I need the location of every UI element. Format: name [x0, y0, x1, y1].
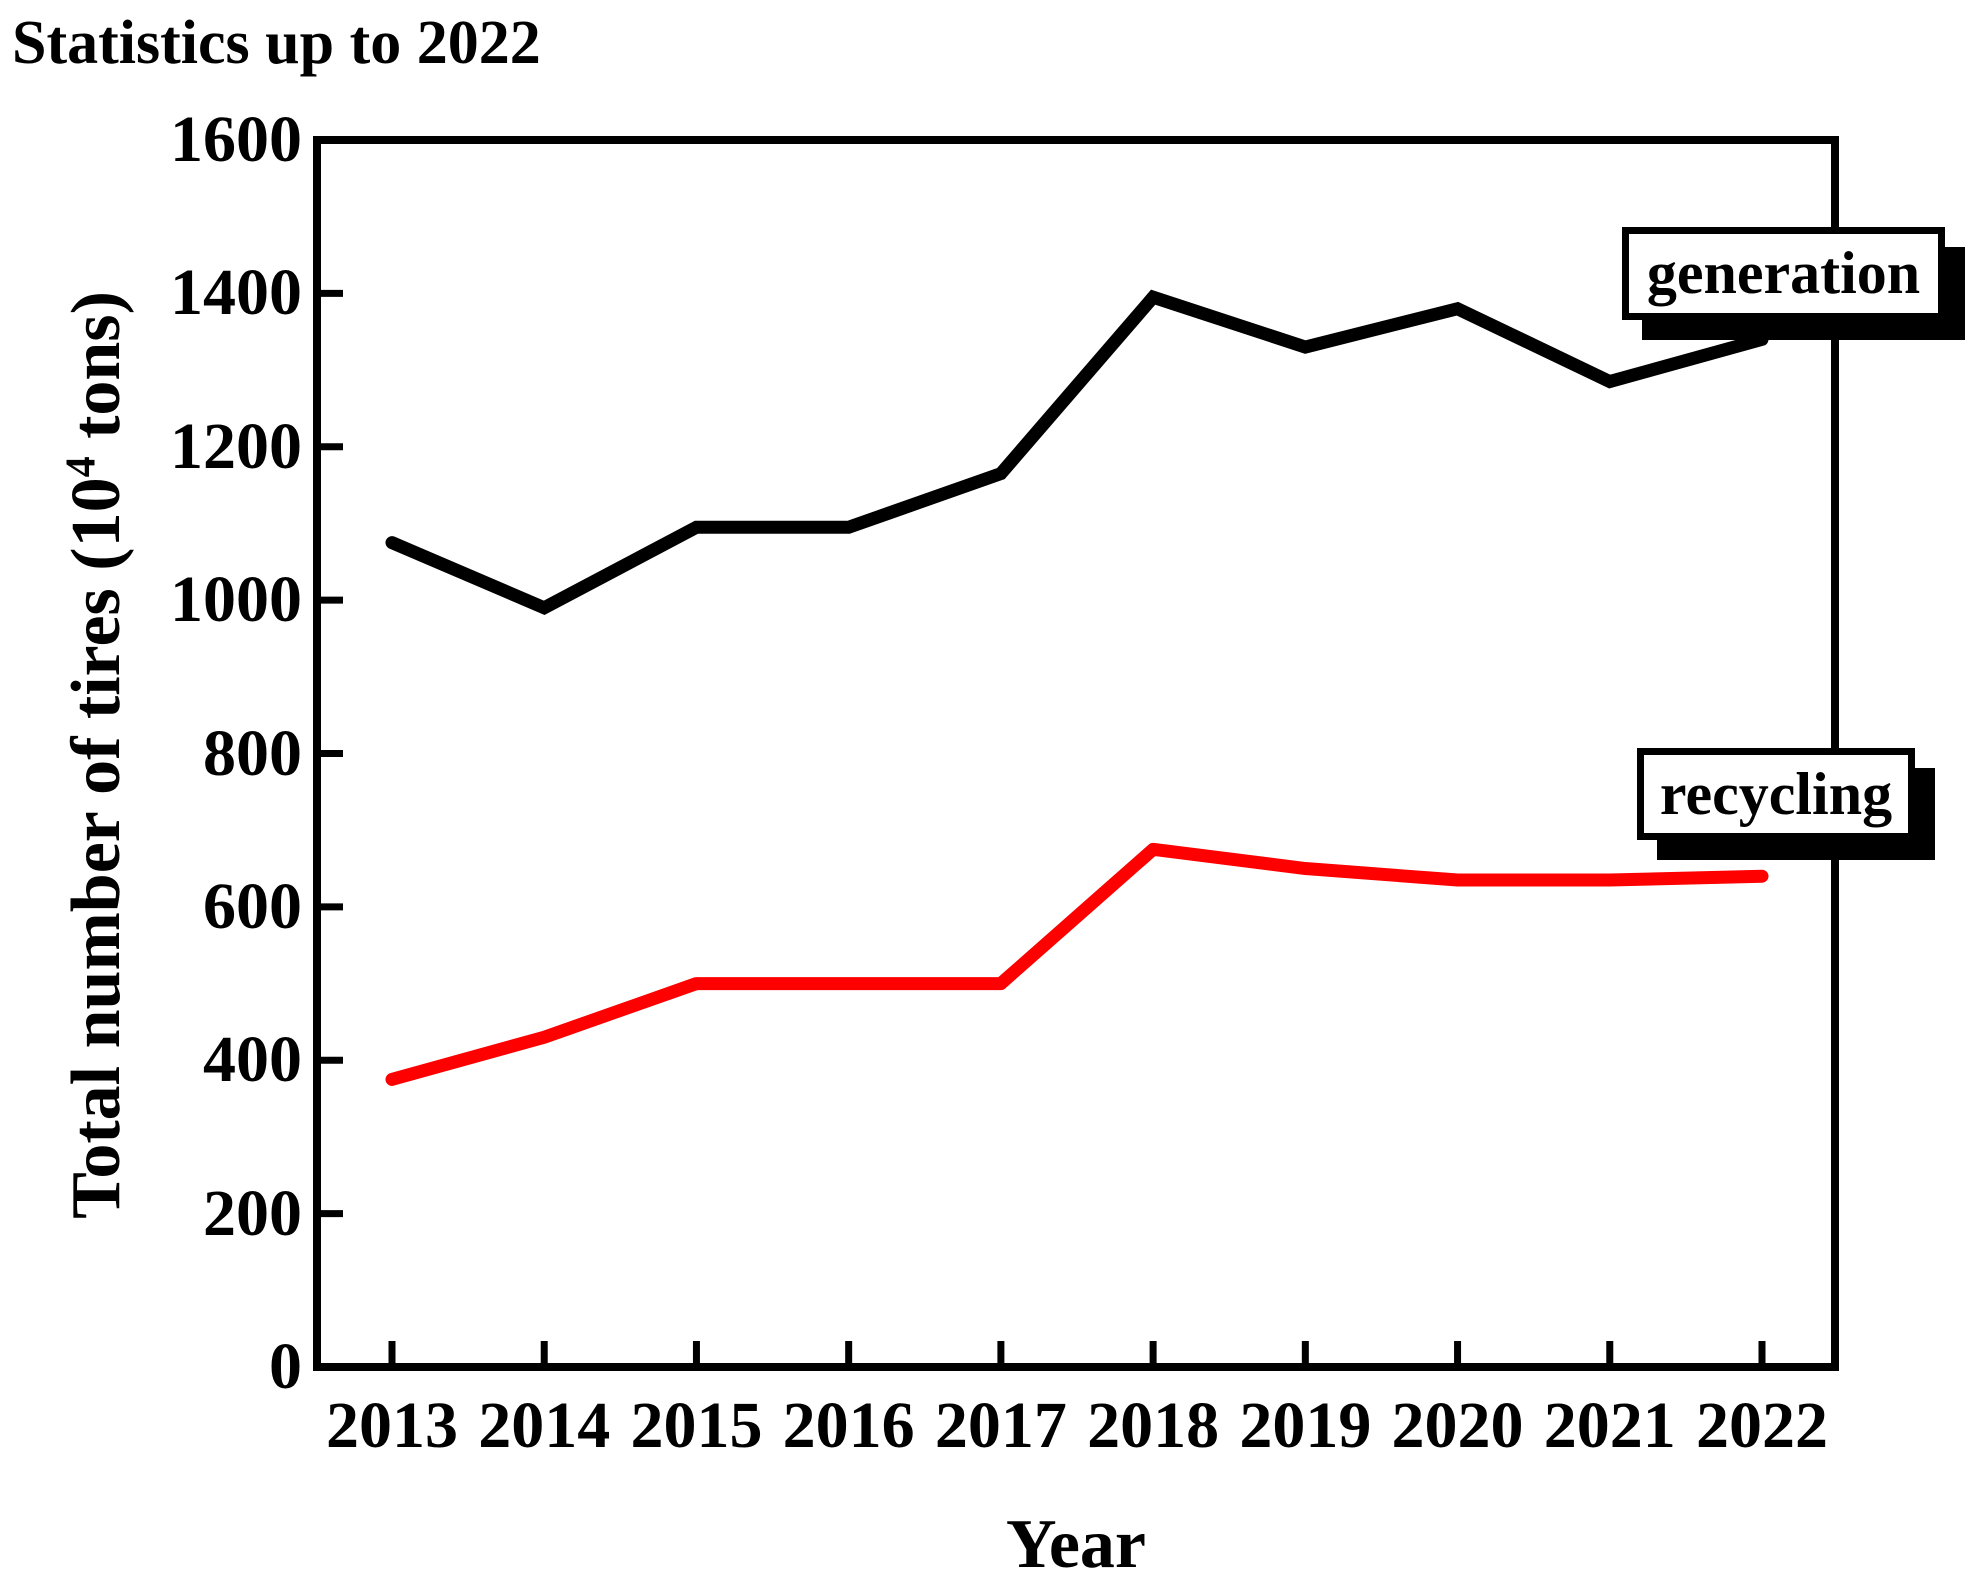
legend-recycling-label: recycling — [1659, 760, 1893, 827]
generation-line — [385, 289, 1769, 615]
x-tick-label: 2016 — [782, 1389, 915, 1462]
y-tick-label: 1200 — [170, 409, 302, 483]
y-tick-label: 1000 — [170, 563, 302, 637]
x-tick-label: 2014 — [478, 1389, 611, 1462]
y-tick-label: 400 — [203, 1023, 302, 1097]
y-tick-label: 1600 — [170, 103, 302, 176]
y-tick-label: 800 — [203, 716, 302, 790]
legend-generation-label: generation — [1646, 240, 1921, 306]
x-tick-label: 2019 — [1239, 1389, 1372, 1462]
y-tick-label: 0 — [269, 1330, 302, 1403]
x-tick-label: 2013 — [326, 1389, 458, 1462]
x-tick-label: 2022 — [1696, 1389, 1828, 1462]
legend-recycling-box: recycling — [1637, 748, 1915, 840]
x-tick-label: 2017 — [934, 1389, 1067, 1462]
x-axis-title: Year — [1006, 1506, 1146, 1575]
legend-generation-box: generation — [1622, 227, 1945, 320]
x-tick-label: 2021 — [1543, 1389, 1676, 1462]
y-axis-title-superscript: 4 — [58, 456, 105, 478]
recycling-line — [385, 842, 1769, 1086]
x-tick-label: 2018 — [1087, 1389, 1220, 1462]
x-tick-label: 2020 — [1391, 1389, 1524, 1462]
y-tick-label: 200 — [203, 1176, 302, 1250]
x-tick-label: 2015 — [630, 1389, 763, 1462]
y-tick-label: 600 — [203, 869, 302, 943]
plot-border — [313, 136, 1839, 1371]
chart-title: Statistics up to 2022 — [12, 9, 541, 77]
y-tick-label: 1400 — [170, 256, 302, 330]
